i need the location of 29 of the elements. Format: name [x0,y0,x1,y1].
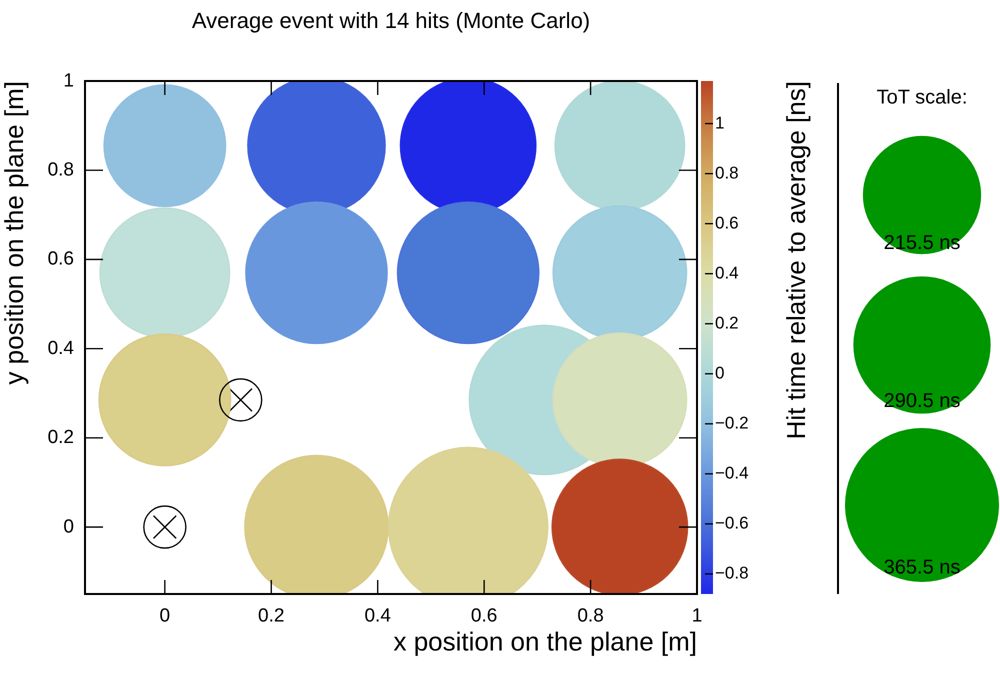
x-tick-label: 0.8 [577,606,604,627]
legend-label: 290.5 ns [884,390,960,412]
color-bar-title: Hit time relative to average [ns] [781,81,812,440]
y-tick-label: 1 [63,70,74,92]
color-bar-label: 0.6 [715,213,739,232]
x-axis-title: x position on the plane [m] [393,626,697,657]
color-bar-label: 0 [715,363,724,382]
y-tick-label: 0.2 [48,427,74,448]
x-tick-label: 0.4 [364,606,392,627]
color-bar-label: 0.2 [715,313,739,332]
y-tick-label: 0.6 [48,248,74,270]
color-bar-label: −0.6 [715,514,749,533]
y-tick-label: 0.4 [48,338,74,359]
color-bar-label: −0.2 [715,414,749,433]
x-tick-label: 0 [160,606,170,627]
y-tick-label: 0 [63,516,74,538]
x-tick-label: 0.2 [258,606,284,627]
x-tick-label: 1 [692,606,702,627]
chart-title: Average event with 14 hits (Monte Carlo) [192,8,590,34]
color-bar-label: −0.4 [715,464,749,483]
color-bar-label: 0.4 [715,263,739,282]
legend-label: 365.5 ns [884,556,960,579]
legend-title: ToT scale: [876,86,968,109]
color-bar-label: −0.8 [715,564,749,583]
color-bar-label: 1 [715,113,724,132]
y-tick-label: 0.8 [48,159,74,180]
y-axis-title: y position on the plane [m] [0,81,29,385]
x-tick-label: 0.6 [470,606,498,627]
color-bar-label: 0.8 [715,163,739,182]
